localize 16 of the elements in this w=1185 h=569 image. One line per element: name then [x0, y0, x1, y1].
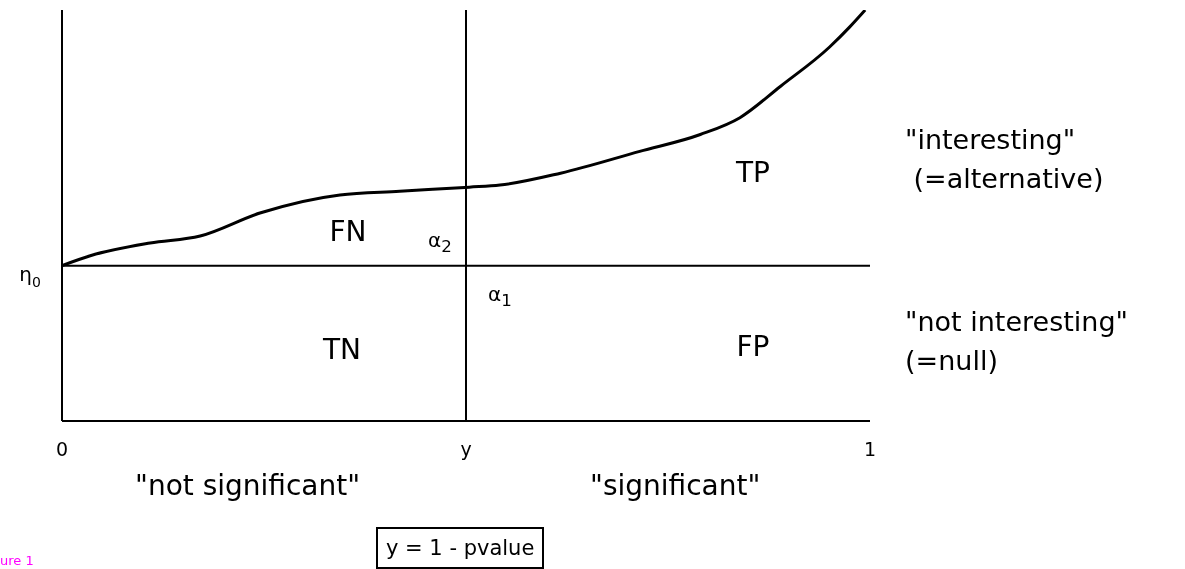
text: "interesting" (=alternative) — [905, 123, 1104, 197]
x-tick-label: 1 — [863, 438, 877, 461]
annotation: α$_{2}$ — [428, 227, 452, 259]
x-tick-label: y — [460, 438, 472, 461]
text: y = 1 - pvalue — [376, 527, 545, 569]
text: "not significant" — [135, 468, 361, 504]
text: "not interesting" (=null) — [905, 305, 1128, 379]
annotation: α$_{1}$ — [488, 281, 512, 313]
annotation: TN — [322, 331, 362, 368]
x-tick-label: 0 — [55, 438, 69, 461]
annotation: FN — [329, 213, 367, 250]
annotation: FP — [736, 328, 770, 365]
ref-line-label: η$_{0}$ — [19, 261, 41, 290]
text: "significant" — [590, 468, 761, 504]
text: ure 1 — [0, 552, 34, 569]
annotation: TP — [736, 154, 770, 191]
